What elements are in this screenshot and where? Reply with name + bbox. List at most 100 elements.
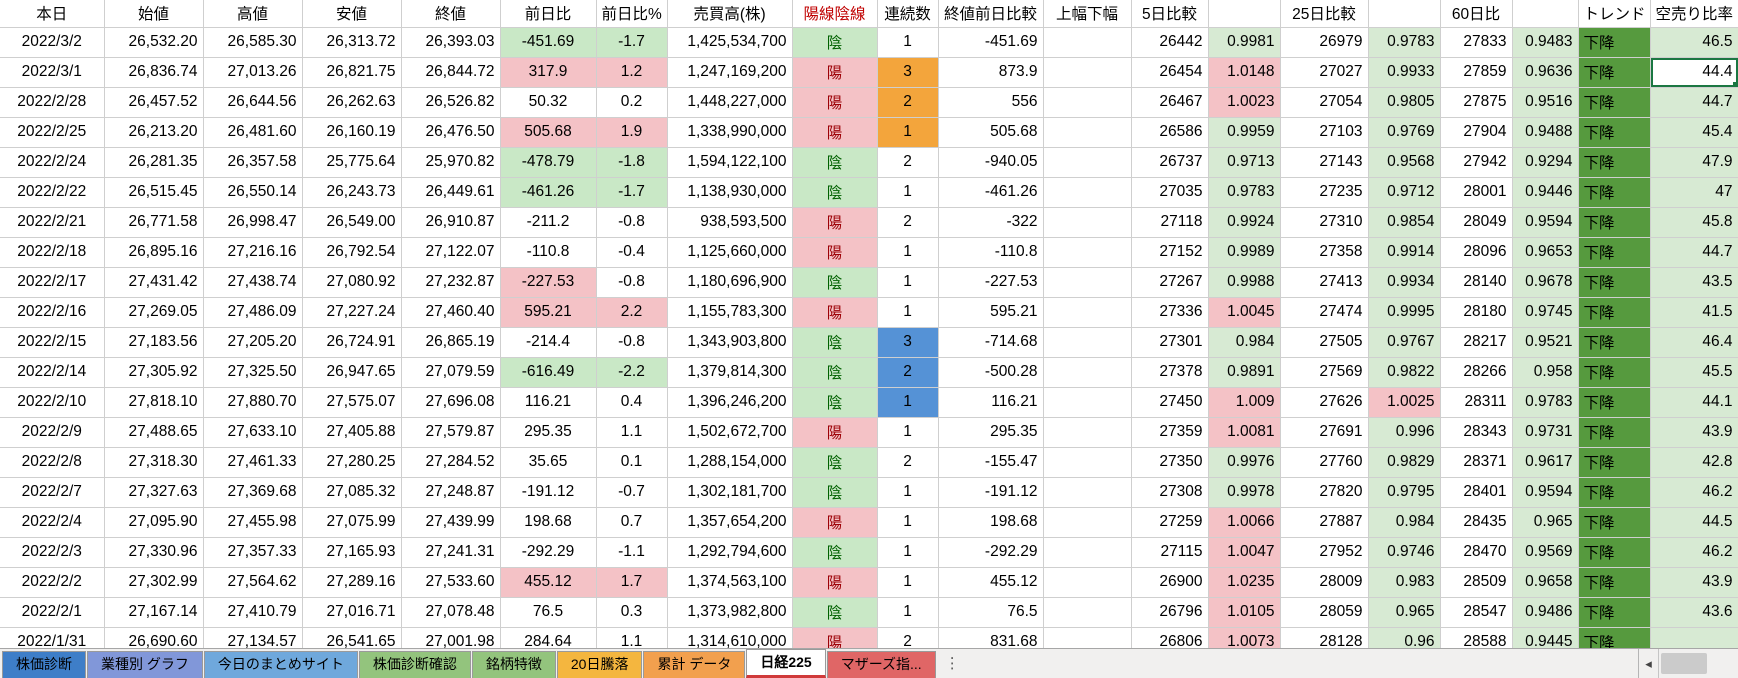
col-header-d60[interactable]: 60日比 bbox=[1440, 0, 1513, 28]
cell-d5[interactable]: 27035 bbox=[1131, 177, 1209, 208]
cell-close_cmp[interactable]: -461.26 bbox=[938, 177, 1044, 208]
cell-d60[interactable]: 27833 bbox=[1440, 27, 1513, 58]
cell-d5[interactable]: 27378 bbox=[1131, 357, 1209, 388]
cell-volume[interactable]: 1,314,610,000 bbox=[667, 627, 793, 648]
cell-short_ratio[interactable]: 46.4 bbox=[1650, 327, 1738, 358]
cell-trend[interactable]: 下降 bbox=[1578, 567, 1651, 598]
cell-low[interactable]: 26,947.65 bbox=[302, 357, 402, 388]
cell-streak[interactable]: 2 bbox=[877, 357, 939, 388]
cell-open[interactable]: 26,532.20 bbox=[104, 27, 204, 58]
cell-r25[interactable]: 0.9934 bbox=[1368, 267, 1441, 298]
cell-volume[interactable]: 938,593,500 bbox=[667, 207, 793, 238]
cell-chg_pct[interactable]: 1.1 bbox=[596, 627, 668, 648]
cell-r25[interactable]: 0.983 bbox=[1368, 567, 1441, 598]
cell-high[interactable]: 27,633.10 bbox=[203, 417, 303, 448]
col-header-low[interactable]: 安値 bbox=[302, 0, 402, 28]
cell-d25[interactable]: 26979 bbox=[1280, 27, 1369, 58]
cell-chg_pct[interactable]: -2.2 bbox=[596, 357, 668, 388]
cell-r5[interactable]: 0.9976 bbox=[1208, 447, 1281, 478]
col-header-d5[interactable]: 5日比較 bbox=[1131, 0, 1209, 28]
cell-low[interactable]: 26,541.65 bbox=[302, 627, 402, 648]
cell-r60[interactable]: 0.9745 bbox=[1512, 297, 1579, 328]
cell-r25[interactable]: 0.9805 bbox=[1368, 87, 1441, 118]
cell-r60[interactable]: 0.9731 bbox=[1512, 417, 1579, 448]
cell-range[interactable] bbox=[1043, 297, 1132, 328]
cell-range[interactable] bbox=[1043, 327, 1132, 358]
cell-chg_pct[interactable]: -1.7 bbox=[596, 27, 668, 58]
cell-d25[interactable]: 28128 bbox=[1280, 627, 1369, 648]
cell-chg_pct[interactable]: -0.8 bbox=[596, 207, 668, 238]
cell-high[interactable]: 27,880.70 bbox=[203, 387, 303, 418]
cell-close_cmp[interactable]: 455.12 bbox=[938, 567, 1044, 598]
sheet-tab-nikkei225[interactable]: 日経225 bbox=[746, 649, 826, 678]
cell-date[interactable]: 2022/2/9 bbox=[0, 417, 105, 448]
sheet-tab-kyou-matome-site[interactable]: 今日のまとめサイト bbox=[203, 651, 358, 678]
cell-d60[interactable]: 28435 bbox=[1440, 507, 1513, 538]
cell-high[interactable]: 27,134.57 bbox=[203, 627, 303, 648]
cell-short_ratio[interactable]: 44.7 bbox=[1650, 87, 1738, 118]
cell-streak[interactable]: 1 bbox=[877, 567, 939, 598]
cell-d25[interactable]: 27626 bbox=[1280, 387, 1369, 418]
cell-low[interactable]: 26,262.63 bbox=[302, 87, 402, 118]
cell-d60[interactable]: 28343 bbox=[1440, 417, 1513, 448]
cell-volume[interactable]: 1,357,654,200 bbox=[667, 507, 793, 538]
cell-trend[interactable]: 下降 bbox=[1578, 327, 1651, 358]
cell-r5[interactable]: 0.9978 bbox=[1208, 477, 1281, 508]
cell-high[interactable]: 27,410.79 bbox=[203, 597, 303, 628]
cell-open[interactable]: 26,515.45 bbox=[104, 177, 204, 208]
cell-low[interactable]: 26,549.00 bbox=[302, 207, 402, 238]
cell-open[interactable]: 26,690.60 bbox=[104, 627, 204, 648]
cell-r60[interactable]: 0.9483 bbox=[1512, 27, 1579, 58]
cell-close_cmp[interactable]: 595.21 bbox=[938, 297, 1044, 328]
cell-d5[interactable]: 26442 bbox=[1131, 27, 1209, 58]
cell-candle[interactable]: 陽 bbox=[792, 507, 878, 538]
cell-short_ratio[interactable]: 45.4 bbox=[1650, 117, 1738, 148]
cell-trend[interactable]: 下降 bbox=[1578, 117, 1651, 148]
cell-short_ratio[interactable]: 43.5 bbox=[1650, 267, 1738, 298]
cell-low[interactable]: 26,313.72 bbox=[302, 27, 402, 58]
cell-volume[interactable]: 1,379,814,300 bbox=[667, 357, 793, 388]
col-header-date[interactable]: 本日 bbox=[0, 0, 105, 28]
cell-trend[interactable]: 下降 bbox=[1578, 87, 1651, 118]
cell-d5[interactable]: 27115 bbox=[1131, 537, 1209, 568]
cell-d60[interactable]: 28217 bbox=[1440, 327, 1513, 358]
cell-close[interactable]: 25,970.82 bbox=[401, 147, 501, 178]
cell-d5[interactable]: 27350 bbox=[1131, 447, 1209, 478]
cell-r25[interactable]: 0.996 bbox=[1368, 417, 1441, 448]
cell-close_cmp[interactable]: 831.68 bbox=[938, 627, 1044, 648]
cell-range[interactable] bbox=[1043, 357, 1132, 388]
cell-open[interactable]: 26,281.35 bbox=[104, 147, 204, 178]
cell-open[interactable]: 26,457.52 bbox=[104, 87, 204, 118]
cell-d25[interactable]: 27143 bbox=[1280, 147, 1369, 178]
cell-chg_pct[interactable]: 0.2 bbox=[596, 87, 668, 118]
cell-chg_pct[interactable]: -0.8 bbox=[596, 267, 668, 298]
cell-candle[interactable]: 陽 bbox=[792, 117, 878, 148]
cell-candle[interactable]: 陰 bbox=[792, 387, 878, 418]
cell-close[interactable]: 26,393.03 bbox=[401, 27, 501, 58]
col-header-chg_pct[interactable]: 前日比% bbox=[596, 0, 668, 28]
cell-streak[interactable]: 2 bbox=[877, 87, 939, 118]
cell-short_ratio[interactable]: 44.1 bbox=[1650, 387, 1738, 418]
cell-streak[interactable]: 2 bbox=[877, 207, 939, 238]
sheet-tab-kabuka-shindan[interactable]: 株価診断 bbox=[2, 651, 86, 678]
cell-streak[interactable]: 1 bbox=[877, 297, 939, 328]
cell-close_cmp[interactable]: -714.68 bbox=[938, 327, 1044, 358]
cell-close[interactable]: 27,696.08 bbox=[401, 387, 501, 418]
cell-d25[interactable]: 27235 bbox=[1280, 177, 1369, 208]
cell-d60[interactable]: 28049 bbox=[1440, 207, 1513, 238]
cell-r5[interactable]: 1.0023 bbox=[1208, 87, 1281, 118]
cell-date[interactable]: 2022/3/2 bbox=[0, 27, 105, 58]
cell-r25[interactable]: 0.9769 bbox=[1368, 117, 1441, 148]
cell-d60[interactable]: 27942 bbox=[1440, 147, 1513, 178]
cell-streak[interactable]: 1 bbox=[877, 237, 939, 268]
col-header-r60[interactable] bbox=[1512, 0, 1579, 28]
cell-range[interactable] bbox=[1043, 267, 1132, 298]
cell-r25[interactable]: 0.9829 bbox=[1368, 447, 1441, 478]
cell-candle[interactable]: 陽 bbox=[792, 87, 878, 118]
cell-r5[interactable]: 0.984 bbox=[1208, 327, 1281, 358]
cell-close_cmp[interactable]: -451.69 bbox=[938, 27, 1044, 58]
cell-short_ratio[interactable]: 46.5 bbox=[1650, 27, 1738, 58]
cell-open[interactable]: 26,836.74 bbox=[104, 57, 204, 88]
cell-chg[interactable]: -191.12 bbox=[500, 477, 597, 508]
cell-short_ratio[interactable]: 44.7 bbox=[1650, 237, 1738, 268]
